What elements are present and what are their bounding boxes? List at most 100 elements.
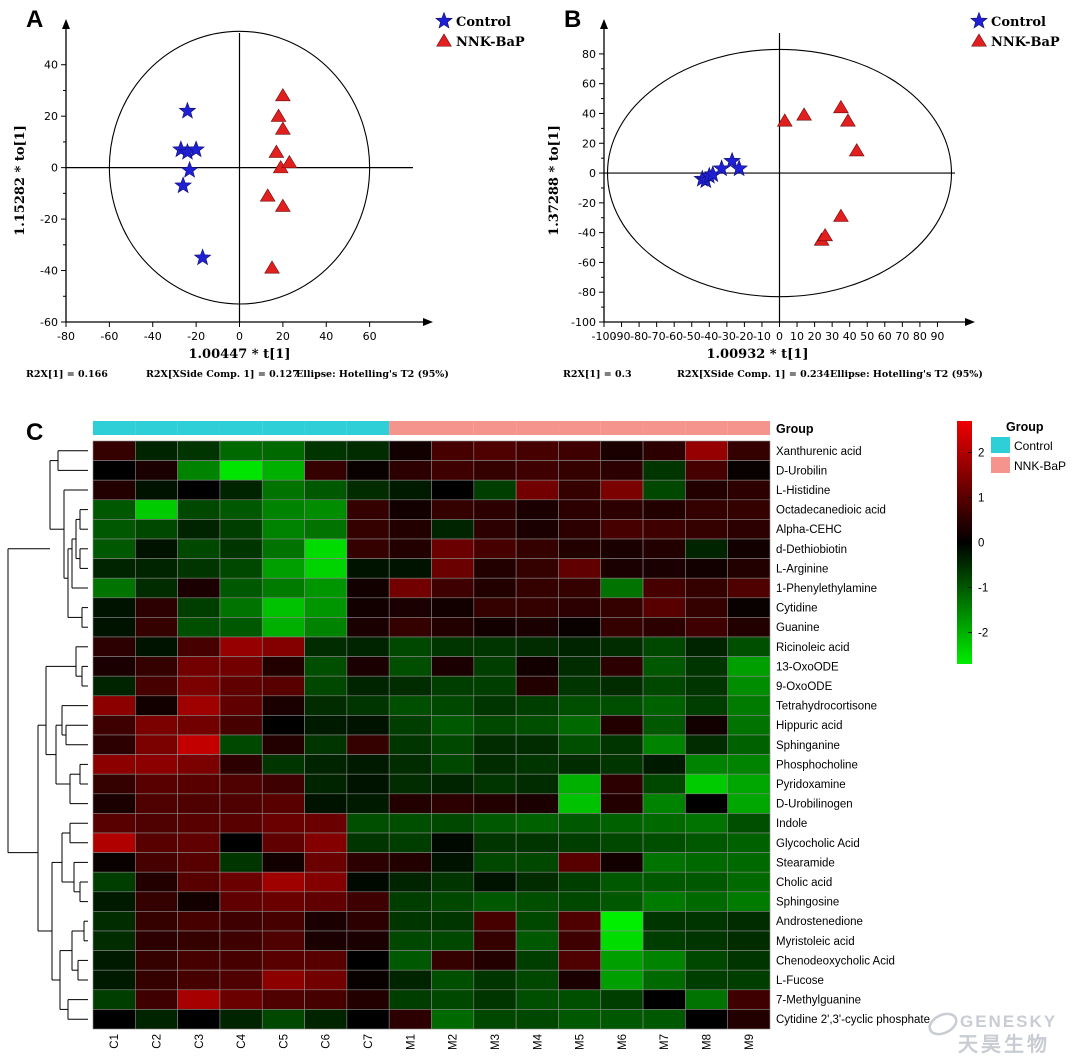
heatmap-cell (600, 538, 644, 559)
heatmap-cell (388, 499, 432, 520)
heatmap-cell (685, 911, 728, 932)
heatmap-cell (92, 636, 136, 657)
group-bar-cell (304, 421, 347, 435)
heatmap-cell (515, 617, 559, 638)
heatmap-cell (642, 930, 686, 951)
x-tick-label: 0 (776, 330, 783, 343)
panel-letter: C (26, 419, 43, 446)
heatmap-cell (558, 656, 602, 677)
group-bar-cell (177, 421, 220, 435)
heatmap-cell (431, 930, 475, 951)
nnk-bap-point (840, 113, 856, 127)
heatmap-cell (515, 499, 559, 520)
heatmap-cell (558, 734, 602, 755)
y-axis-label: 1.15282 * to[1] (13, 125, 28, 236)
heatmap-cell (135, 754, 178, 775)
heatmap-cell (642, 715, 686, 736)
heatmap-cell (92, 519, 136, 540)
heatmap-cell (727, 617, 771, 638)
heatmap-cell (473, 950, 517, 971)
heatmap-cell (219, 656, 263, 677)
heatmap-cell (473, 793, 517, 814)
heatmap-cell (177, 773, 221, 795)
heatmap-cell (135, 695, 178, 716)
heatmap-cell (388, 695, 432, 716)
heatmap-cell (304, 813, 348, 834)
x-tick-label: 0 (236, 330, 243, 343)
heatmap-cell (346, 617, 390, 638)
row-label: L-Fucose (776, 975, 824, 987)
heatmap-cell (261, 930, 305, 951)
heatmap-cell (642, 1009, 686, 1030)
heatmap-cell (219, 773, 263, 795)
row-label: Chenodeoxycholic Acid (776, 955, 895, 967)
heatmap-cell (642, 950, 686, 971)
nnk-bap-point (274, 121, 291, 135)
heatmap-cell (346, 754, 390, 775)
heatmap-cell (685, 460, 728, 481)
heatmap-cell (473, 656, 517, 677)
heatmap-cell (642, 773, 686, 795)
heatmap-cell (92, 734, 136, 755)
hotelling-ellipse (108, 30, 371, 305)
heatmap-cell (346, 891, 390, 912)
heatmap-cell (388, 754, 432, 775)
heatmap-cell (685, 715, 728, 736)
group-bar-cell (727, 421, 770, 435)
heatmap-cell (431, 656, 475, 677)
heatmap-cell (92, 675, 136, 697)
heatmap-cell (92, 852, 136, 873)
heatmap-cell (304, 538, 348, 559)
heatmap-cell (685, 852, 728, 873)
row-label: Phosphocholine (776, 759, 858, 771)
heatmap-cell (515, 577, 559, 599)
column-label: M1 (405, 1034, 417, 1050)
nnk-bap-point (270, 108, 287, 122)
row-label: Sphingosine (776, 897, 839, 909)
heatmap-cell (135, 989, 178, 1010)
heatmap-cell (473, 479, 517, 501)
heatmap-cell (135, 969, 178, 991)
heatmap-cell (642, 832, 686, 853)
heatmap-cell (685, 773, 728, 795)
heatmap-cell (727, 695, 771, 716)
heatmap-cell (727, 538, 771, 559)
ellipse-stat: Ellipse: Hotelling's T2 (95%) (830, 369, 983, 380)
heatmap-cell (431, 440, 475, 461)
x-tick-label: -60 (665, 330, 683, 343)
heatmap-cell (346, 597, 390, 618)
x-tick-label: -20 (735, 330, 753, 343)
group-bar-cell (346, 421, 390, 435)
row-label: Sphinganine (776, 740, 840, 752)
heatmap-cell (515, 715, 559, 736)
group-legend-label: NNK-BaP (1014, 459, 1066, 473)
heatmap-cell (727, 499, 771, 520)
heatmap-cell (558, 930, 602, 951)
heatmap-cell (304, 891, 348, 912)
row-label: Ricinoleic acid (776, 642, 850, 654)
column-label: C4 (236, 1033, 248, 1048)
ellipse-stat: Ellipse: Hotelling's T2 (95%) (296, 369, 449, 380)
heatmap-cell (177, 519, 221, 540)
heatmap-cell (558, 989, 602, 1010)
heatmap-cell (600, 440, 644, 461)
heatmap-cell (219, 911, 263, 932)
heatmap-cell (219, 734, 263, 755)
heatmap-cell (92, 754, 136, 775)
heatmap-cell (92, 695, 136, 716)
heatmap-cell (600, 617, 644, 638)
heatmap-cell (135, 656, 178, 677)
heatmap-cell (431, 950, 475, 971)
y-tick-label: -80 (578, 286, 596, 299)
heatmap-cell (388, 558, 432, 579)
genesky-logo-icon (928, 1012, 958, 1036)
heatmap-cell (600, 891, 644, 912)
row-label: Myristoleic acid (776, 936, 855, 948)
heatmap-cell (304, 675, 348, 697)
colorbar-tick-label: 0 (978, 538, 984, 550)
heatmap-cell (727, 911, 771, 932)
heatmap-cell (473, 734, 517, 755)
heatmap-cell (515, 440, 559, 461)
heatmap-cell (92, 460, 136, 481)
heatmap-cell (431, 695, 475, 716)
